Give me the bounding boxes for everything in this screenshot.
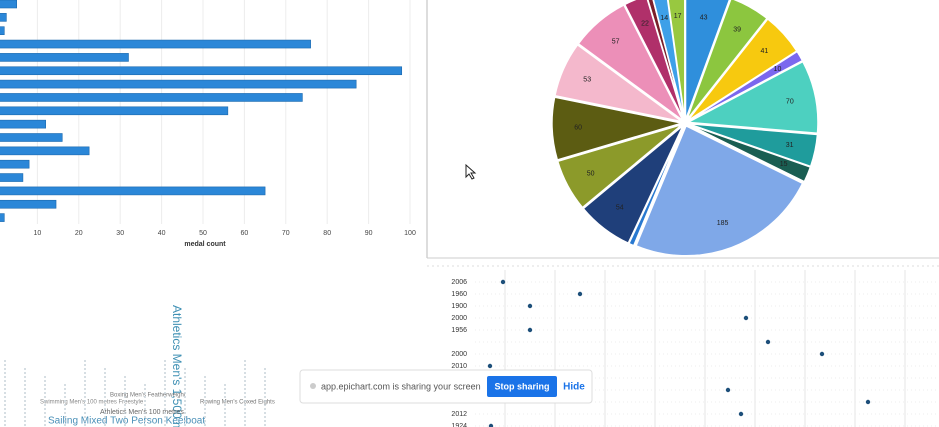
word: Boxing Men's Featherweight [110, 393, 186, 399]
dot [527, 327, 533, 333]
y-tick-label: 1960 [451, 291, 467, 298]
slice-label: 41 [760, 48, 768, 55]
bar [0, 119, 46, 129]
y-tick-label: 1900 [451, 303, 467, 310]
x-axis-label: medal count [184, 241, 226, 248]
pie-slice [687, 123, 812, 183]
slice-label: 57 [612, 38, 620, 45]
slice-label: 15 [780, 161, 788, 168]
bar [0, 133, 63, 142]
slice-label: 50 [587, 170, 595, 177]
bar [0, 146, 90, 156]
x-tick-label: 60 [241, 230, 249, 237]
pie-slice [647, 0, 685, 121]
banner-message: app.epichart.com is sharing your screen [321, 381, 481, 391]
y-tick-label: 2006 [451, 279, 467, 286]
mouse-cursor [465, 163, 477, 180]
slice-label: 17 [674, 13, 682, 20]
pie-slice [635, 124, 804, 257]
word: Athletics Men's 1,500 metres [170, 305, 184, 427]
x-tick-label: 10 [34, 230, 42, 237]
slice-label: 22 [641, 21, 649, 28]
pie-slice [685, 60, 819, 135]
x-tick-label: 70 [282, 230, 290, 237]
y-tick-label: 2010 [451, 363, 467, 370]
pie-slice [667, 0, 686, 121]
screen-share-banner: app.epichart.com is sharing your screen … [299, 369, 593, 404]
slice-label: 31 [786, 142, 794, 149]
dot [765, 339, 771, 345]
dot [500, 279, 506, 285]
dot [527, 303, 533, 309]
x-tick-label: 30 [116, 230, 124, 237]
bar [0, 159, 30, 169]
slice-label: 43 [700, 14, 708, 21]
y-tick-label: 1956 [451, 327, 467, 334]
banner-handle [310, 383, 316, 389]
slice-label: 39 [733, 26, 741, 33]
slice-label: 10 [774, 66, 782, 73]
stop-sharing-button[interactable] [487, 376, 557, 397]
x-tick-label: 90 [365, 230, 373, 237]
pie-slice [685, 0, 769, 121]
x-tick-label: 20 [75, 230, 83, 237]
dot [488, 423, 494, 427]
pie-slice [582, 124, 684, 245]
pie-slice [551, 96, 683, 161]
bar [0, 199, 57, 209]
dot [819, 351, 825, 357]
dot [865, 399, 871, 405]
word: Swimming Men's 100 metres Freestyle [40, 400, 144, 406]
bar [0, 0, 18, 9]
x-tick-label: 100 [404, 230, 416, 237]
pie-slice [554, 43, 683, 123]
y-tick-label: 1924 [451, 423, 467, 427]
slice-label: 14 [660, 15, 668, 22]
word: Athletics Men's 100 metres [100, 409, 184, 416]
dot [725, 387, 731, 393]
pie-slice [556, 123, 683, 209]
dot [487, 363, 493, 369]
pie-slice [623, 0, 685, 121]
hide-button[interactable]: Hide [563, 382, 585, 393]
bar [0, 13, 7, 22]
word: Sailing Mixed Two Person Keelboat [48, 416, 205, 427]
x-tick-label: 80 [323, 230, 331, 237]
bar [0, 93, 303, 102]
pie-slice [577, 3, 684, 122]
bar [0, 213, 5, 222]
bar [0, 79, 357, 89]
dot [577, 291, 583, 297]
slice-label: 70 [786, 98, 794, 105]
x-tick-label: 50 [199, 230, 207, 237]
slice-label: 53 [583, 76, 591, 83]
word: Rowing Men's Coxed Eights [200, 400, 275, 406]
bar [0, 66, 403, 76]
bar [0, 173, 24, 182]
x-tick-label: 40 [158, 230, 166, 237]
y-tick-label: 2000 [451, 315, 467, 322]
pie-slice [652, 0, 686, 121]
y-tick-label: 2012 [451, 411, 467, 418]
slice-label: 60 [574, 124, 582, 131]
bar [0, 26, 5, 36]
y-tick-label: 2000 [451, 351, 467, 358]
dot [738, 411, 744, 417]
pie-slice [684, 0, 731, 121]
slice-label: 54 [616, 205, 624, 212]
bar [0, 106, 229, 116]
bar [0, 39, 311, 49]
pie-slice [687, 50, 804, 123]
slice-label: 185 [717, 220, 729, 227]
dot [743, 315, 749, 321]
stop-sharing-label[interactable]: Stop sharing [494, 381, 549, 391]
bar [0, 186, 266, 196]
bar [0, 53, 129, 62]
